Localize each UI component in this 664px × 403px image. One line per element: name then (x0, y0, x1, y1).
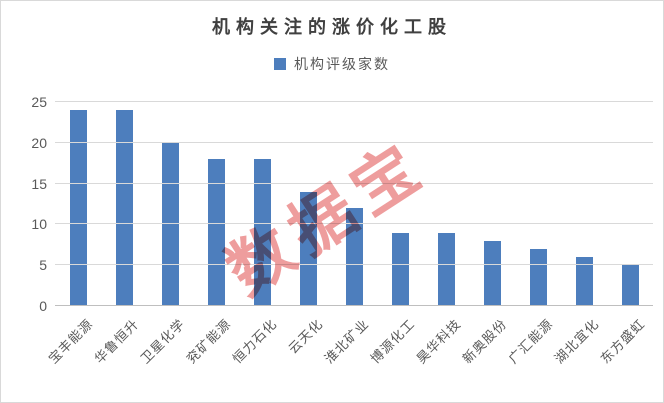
bar-slot (561, 102, 607, 306)
bar (207, 159, 225, 306)
x-category-label: 云天化 (285, 316, 326, 357)
bar (253, 159, 271, 306)
bar (299, 191, 317, 306)
x-axis-line (55, 305, 653, 306)
x-category-label: 新奥股份 (459, 316, 510, 367)
x-category-label: 兖矿能源 (183, 316, 234, 367)
x-category-label: 东方盛虹 (597, 316, 648, 367)
chart-title: 机构关注的涨价化工股 (212, 17, 452, 37)
bar-slot (469, 102, 515, 306)
bar (161, 142, 179, 306)
gridline (55, 141, 653, 143)
x-category-label: 昊华科技 (413, 316, 464, 367)
bar-slot (55, 102, 101, 306)
y-tick-label: 10 (31, 216, 47, 233)
chart-legend: 机构评级家数 (1, 54, 663, 74)
bar-slot (101, 102, 147, 306)
bar (115, 110, 133, 306)
x-category-label: 宝丰能源 (45, 316, 96, 367)
y-axis: 0 5 10 15 20 25 (1, 94, 47, 314)
bar-slot (331, 102, 377, 306)
x-category-label: 恒力石化 (229, 316, 280, 367)
y-tick-label: 0 (39, 298, 47, 314)
gridline (55, 223, 653, 225)
x-category-label: 卫星化学 (137, 316, 188, 367)
y-tick-label: 20 (31, 134, 47, 151)
legend-label: 机构评级家数 (294, 56, 390, 72)
bar (483, 240, 501, 306)
y-tick-label: 15 (31, 175, 47, 192)
legend-swatch-icon (274, 58, 286, 70)
x-category-label: 广汇能源 (505, 316, 556, 367)
bar-slot (239, 102, 285, 306)
bar (69, 110, 87, 306)
bar (345, 208, 363, 306)
bar-slot (377, 102, 423, 306)
x-category-label: 湖北宜化 (551, 316, 602, 367)
x-category-label: 博源化工 (367, 316, 418, 367)
bar-slot (607, 102, 653, 306)
bar (391, 232, 409, 306)
gridline (55, 182, 653, 184)
bar (575, 257, 593, 306)
bar (529, 248, 547, 306)
y-tick-label: 25 (31, 94, 47, 110)
bar-slot (423, 102, 469, 306)
bar-slot (193, 102, 239, 306)
bar-slot (515, 102, 561, 306)
bar (437, 232, 455, 306)
x-category-label: 淮北矿业 (321, 316, 372, 367)
bars-container (55, 102, 653, 306)
x-category-label: 华鲁恒升 (91, 316, 142, 367)
bar (621, 265, 639, 306)
gridline (55, 101, 653, 102)
y-tick-label: 5 (39, 257, 47, 274)
bar-slot (147, 102, 193, 306)
gridline (55, 264, 653, 266)
x-axis: 宝丰能源 华鲁恒升 卫星化学 兖矿能源 恒力石化 云天化 淮北矿业 博源化工 昊华科技 新奥股份广… (46, 314, 653, 400)
bar-slot (285, 102, 331, 306)
plot-area (55, 101, 653, 306)
